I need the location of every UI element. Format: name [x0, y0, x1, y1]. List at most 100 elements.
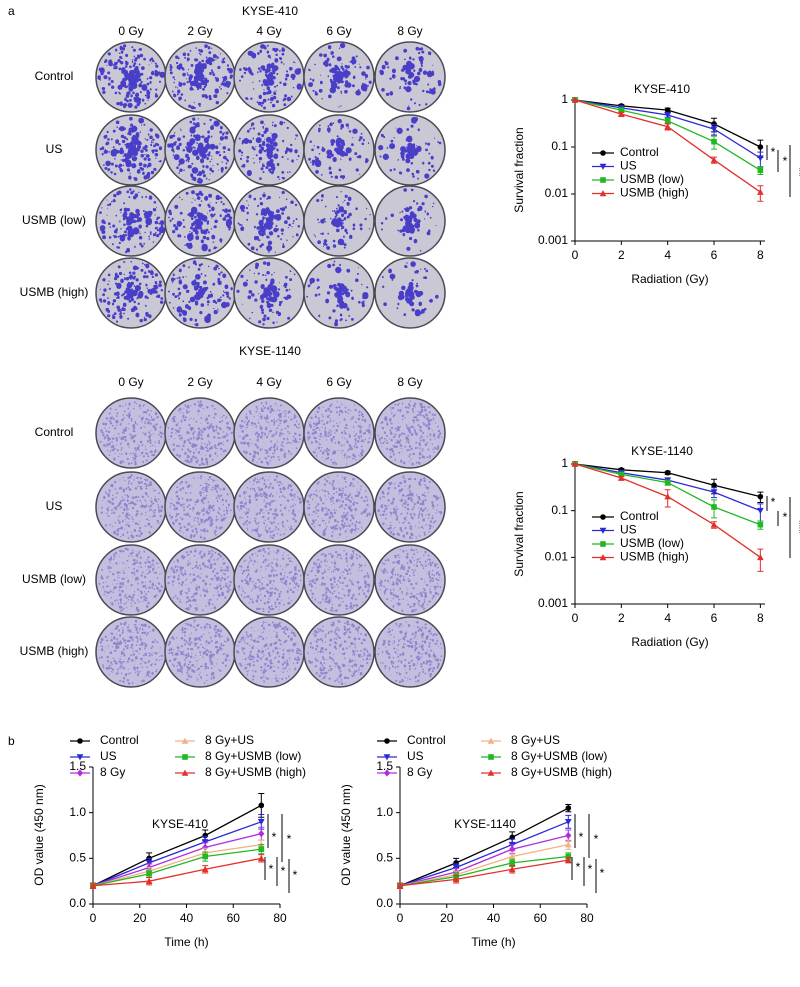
- legend-label: 8 Gy: [407, 765, 432, 779]
- y-tick-label: 1.5: [376, 759, 393, 773]
- group-label: USMB (high): [20, 285, 89, 299]
- colonies: [99, 260, 164, 323]
- dose-label: 0 Gy: [118, 24, 143, 38]
- significance-label: *: [783, 154, 788, 168]
- y-axis-label: Survival fraction: [512, 127, 526, 212]
- data-point: [711, 482, 717, 489]
- significance-label: *: [594, 832, 599, 846]
- dose-label: 0 Gy: [118, 375, 143, 389]
- data-point: [618, 107, 625, 113]
- data-point: [396, 882, 404, 889]
- legend-marker: [600, 514, 606, 520]
- colonies: [308, 118, 370, 180]
- data-point: [757, 167, 764, 174]
- colonies: [168, 190, 233, 253]
- legend-label: US: [100, 749, 117, 763]
- data-point: [757, 553, 764, 561]
- colonies: [99, 619, 163, 685]
- legend-label: 8 Gy+USMB (high): [205, 765, 306, 779]
- colonies: [167, 117, 231, 184]
- series-line: [399, 843, 569, 887]
- y-tick-label: 0.5: [69, 851, 86, 865]
- legend-label: 8 Gy+USMB (low): [511, 749, 607, 763]
- group-label: Control: [35, 69, 74, 83]
- x-axis-label: Radiation (Gy): [631, 272, 708, 286]
- legend-label: 8 Gy: [100, 765, 125, 779]
- colonies: [239, 44, 302, 110]
- y-tick-label: 0.5: [376, 851, 393, 865]
- x-tick-label: 0: [572, 611, 579, 625]
- significance-label: *: [287, 832, 292, 846]
- colonies: [377, 475, 443, 539]
- dish: [95, 397, 167, 469]
- data-point: [757, 507, 764, 515]
- legend-marker: [488, 754, 494, 760]
- significance-label: *: [579, 830, 584, 844]
- legend-label: US: [620, 159, 637, 173]
- group-label: US: [46, 499, 63, 513]
- series-line: [92, 848, 262, 887]
- group-label: USMB (low): [22, 572, 86, 586]
- dish: [164, 544, 236, 616]
- data-point: [757, 144, 764, 150]
- data-point: [757, 188, 764, 195]
- series-line: [399, 834, 569, 887]
- colonies: [306, 549, 371, 612]
- data-point: [508, 865, 516, 873]
- data-point: [452, 864, 460, 871]
- colonies: [379, 548, 443, 613]
- legend-marker: [383, 754, 391, 761]
- y-tick-label: 0.001: [538, 596, 568, 610]
- x-tick-label: 0: [397, 911, 404, 925]
- data-point: [710, 156, 718, 163]
- y-tick-label: 0.0: [376, 896, 393, 910]
- significance-label: *: [600, 866, 605, 880]
- legend-label: USMB (high): [620, 186, 689, 200]
- legend-marker: [600, 177, 606, 183]
- dose-label: 2 Gy: [187, 24, 212, 38]
- panel-label: a: [8, 4, 15, 18]
- data-point: [258, 846, 265, 852]
- legend-label: USMB (low): [620, 172, 684, 186]
- colonies: [237, 547, 302, 613]
- dish: [95, 544, 167, 616]
- data-point: [664, 469, 671, 476]
- y-tick-label: 0.01: [545, 186, 569, 200]
- x-tick-label: 0: [572, 248, 579, 262]
- legend-label: 8 Gy+USMB (high): [511, 765, 612, 779]
- colonies: [238, 120, 300, 181]
- colonies: [308, 42, 372, 108]
- data-point: [571, 96, 579, 103]
- data-point: [664, 479, 671, 486]
- data-point: [145, 877, 153, 884]
- colonies: [378, 116, 442, 180]
- colonies: [306, 475, 371, 538]
- data-point: [257, 819, 265, 826]
- colonies: [97, 44, 166, 109]
- series-line: [92, 833, 262, 887]
- series-line: [399, 807, 569, 887]
- chart-title: KYSE-410: [634, 82, 690, 96]
- legend-marker: [76, 754, 84, 761]
- data-point: [202, 843, 209, 852]
- series-line: [399, 855, 569, 887]
- legend-marker: [600, 541, 606, 547]
- plate-title: KYSE-410: [242, 4, 298, 18]
- legend-label: Control: [620, 145, 659, 159]
- x-tick-label: 6: [711, 248, 718, 262]
- legend-marker: [599, 190, 607, 197]
- legend-label: Control: [620, 509, 659, 523]
- chart-title: KYSE-1140: [631, 444, 693, 458]
- data-point: [89, 882, 97, 889]
- legend-marker: [384, 738, 390, 744]
- x-tick-label: 40: [180, 911, 194, 925]
- group-label: USMB (low): [22, 213, 86, 227]
- legend-marker: [383, 769, 391, 777]
- data-point: [564, 841, 572, 848]
- y-tick-label: 0.01: [545, 550, 569, 564]
- data-point: [564, 819, 572, 826]
- group-label: US: [46, 142, 63, 156]
- y-tick-label: 1: [561, 92, 568, 106]
- colonies: [236, 261, 296, 326]
- colonies: [169, 44, 233, 110]
